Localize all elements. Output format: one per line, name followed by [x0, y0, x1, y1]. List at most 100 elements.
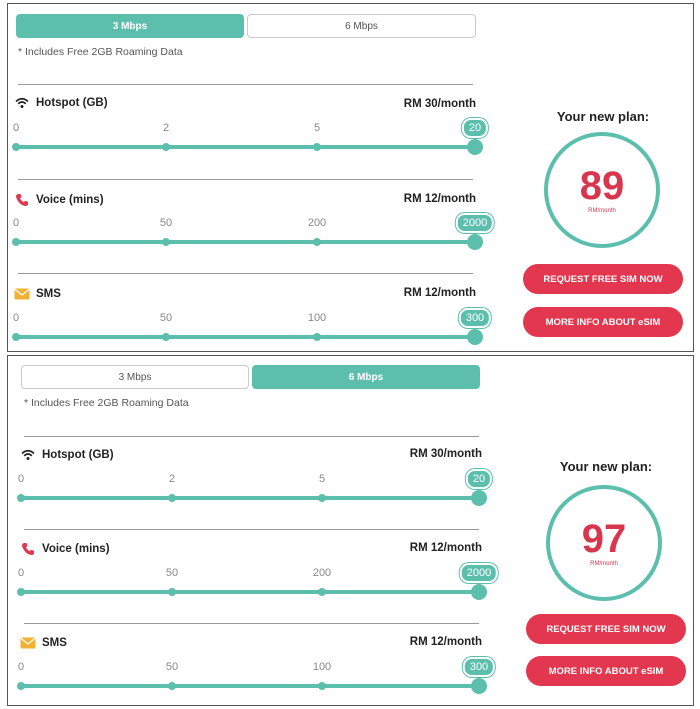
wifi-icon [20, 448, 36, 462]
slider-tick: 2 [162, 122, 170, 134]
slider-tick: 0 [12, 122, 20, 134]
plan-price-unit: RM/month [590, 561, 618, 567]
slider-handle[interactable] [467, 234, 483, 250]
voice-slider[interactable]: 0 50 200 2000 [17, 563, 499, 603]
slider-tick: 100 [312, 661, 332, 673]
slider-step[interactable] [12, 143, 20, 151]
slider-tick: 50 [159, 217, 173, 229]
divider [24, 529, 479, 530]
plan-price: 89 [579, 164, 625, 208]
tab-3mbps[interactable]: 3 Mbps [16, 14, 244, 38]
plan-price: 97 [581, 517, 627, 561]
slider-step[interactable] [168, 588, 176, 596]
slider-handle[interactable] [471, 678, 487, 694]
slider-step[interactable] [318, 682, 326, 690]
slider-tick: 200 [307, 217, 327, 229]
voice-slider[interactable]: 0 50 200 2000 [12, 213, 495, 253]
slider-handle[interactable] [467, 139, 483, 155]
slider-step[interactable] [162, 333, 170, 341]
sms-slider[interactable]: 0 50 100 300 [12, 308, 492, 348]
slider-tick: 50 [159, 312, 173, 324]
hotspot-heading: Hotspot (GB) [20, 448, 114, 462]
request-sim-button[interactable]: REQUEST FREE SIM NOW [523, 264, 683, 294]
slider-step[interactable] [168, 494, 176, 502]
plan-price-unit: RM/month [588, 208, 616, 214]
slider-handle[interactable] [471, 490, 487, 506]
sms-slider[interactable]: 0 50 100 300 [17, 657, 496, 697]
roaming-note: * Includes Free 2GB Roaming Data [18, 46, 183, 58]
hotspot-price: RM 30/month [409, 448, 482, 460]
sms-heading: SMS [20, 636, 67, 650]
slider-step[interactable] [162, 143, 170, 151]
slider-value-bubble: 20 [461, 118, 489, 138]
sms-price: RM 12/month [409, 636, 482, 648]
slider-step[interactable] [12, 238, 20, 246]
plan-price-circle: 97 RM/month [546, 485, 662, 601]
hotspot-heading: Hotspot (GB) [14, 96, 108, 110]
slider-tick: 0 [17, 473, 25, 485]
plan-panel-1: 3 Mbps 6 Mbps * Includes Free 2GB Roamin… [7, 3, 694, 352]
slider-handle[interactable] [467, 329, 483, 345]
phone-icon [20, 542, 36, 556]
slider-track[interactable] [16, 335, 476, 339]
divider [24, 623, 479, 624]
slider-tick: 0 [12, 312, 20, 324]
request-sim-button[interactable]: REQUEST FREE SIM NOW [526, 614, 686, 644]
slider-step[interactable] [12, 333, 20, 341]
sms-label: SMS [42, 637, 67, 649]
slider-tick: 0 [12, 217, 20, 229]
divider [18, 179, 473, 180]
hotspot-slider[interactable]: 0 2 5 20 [17, 469, 493, 509]
slider-step[interactable] [162, 238, 170, 246]
slider-tick: 200 [312, 567, 332, 579]
slider-step[interactable] [318, 588, 326, 596]
voice-heading: Voice (mins) [20, 542, 110, 556]
slider-track[interactable] [16, 145, 476, 149]
envelope-icon [14, 287, 30, 301]
slider-step[interactable] [313, 238, 321, 246]
divider [18, 84, 473, 85]
slider-tick: 50 [165, 661, 179, 673]
slider-tick: 50 [165, 567, 179, 579]
slider-step[interactable] [313, 333, 321, 341]
hotspot-slider[interactable]: 0 2 5 20 [12, 118, 489, 158]
slider-track[interactable] [21, 590, 481, 594]
slider-step[interactable] [318, 494, 326, 502]
slider-tick: 5 [318, 473, 326, 485]
divider [24, 436, 479, 437]
slider-track[interactable] [21, 496, 481, 500]
slider-step[interactable] [313, 143, 321, 151]
plan-panel-2: 3 Mbps 6 Mbps * Includes Free 2GB Roamin… [7, 355, 694, 706]
slider-value-bubble: 20 [465, 469, 493, 489]
slider-step[interactable] [17, 682, 25, 690]
voice-label: Voice (mins) [36, 194, 104, 206]
divider [18, 273, 473, 274]
tab-3mbps[interactable]: 3 Mbps [21, 365, 249, 389]
slider-tick: 5 [313, 122, 321, 134]
slider-track[interactable] [16, 240, 476, 244]
slider-step[interactable] [168, 682, 176, 690]
plan-title: Your new plan: [559, 459, 653, 474]
slider-handle[interactable] [471, 584, 487, 600]
esim-info-button[interactable]: MORE INFO ABOUT eSIM [526, 656, 686, 686]
slider-value-bubble: 300 [462, 657, 496, 677]
wifi-icon [14, 96, 30, 110]
tab-6mbps[interactable]: 6 Mbps [252, 365, 480, 389]
slider-step[interactable] [17, 494, 25, 502]
slider-track[interactable] [21, 684, 481, 688]
slider-value-bubble: 2000 [455, 213, 495, 233]
tab-6mbps[interactable]: 6 Mbps [247, 14, 476, 38]
slider-value-bubble: 2000 [459, 563, 499, 583]
voice-price: RM 12/month [403, 193, 476, 205]
hotspot-label: Hotspot (GB) [42, 449, 114, 461]
voice-label: Voice (mins) [42, 543, 110, 555]
roaming-note: * Includes Free 2GB Roaming Data [24, 397, 189, 409]
plan-price-circle: 89 RM/month [544, 132, 660, 248]
slider-tick: 0 [17, 567, 25, 579]
slider-step[interactable] [17, 588, 25, 596]
esim-info-button[interactable]: MORE INFO ABOUT eSIM [523, 307, 683, 337]
voice-price: RM 12/month [409, 542, 482, 554]
slider-tick: 100 [307, 312, 327, 324]
hotspot-price: RM 30/month [403, 98, 476, 110]
sms-price: RM 12/month [403, 287, 476, 299]
